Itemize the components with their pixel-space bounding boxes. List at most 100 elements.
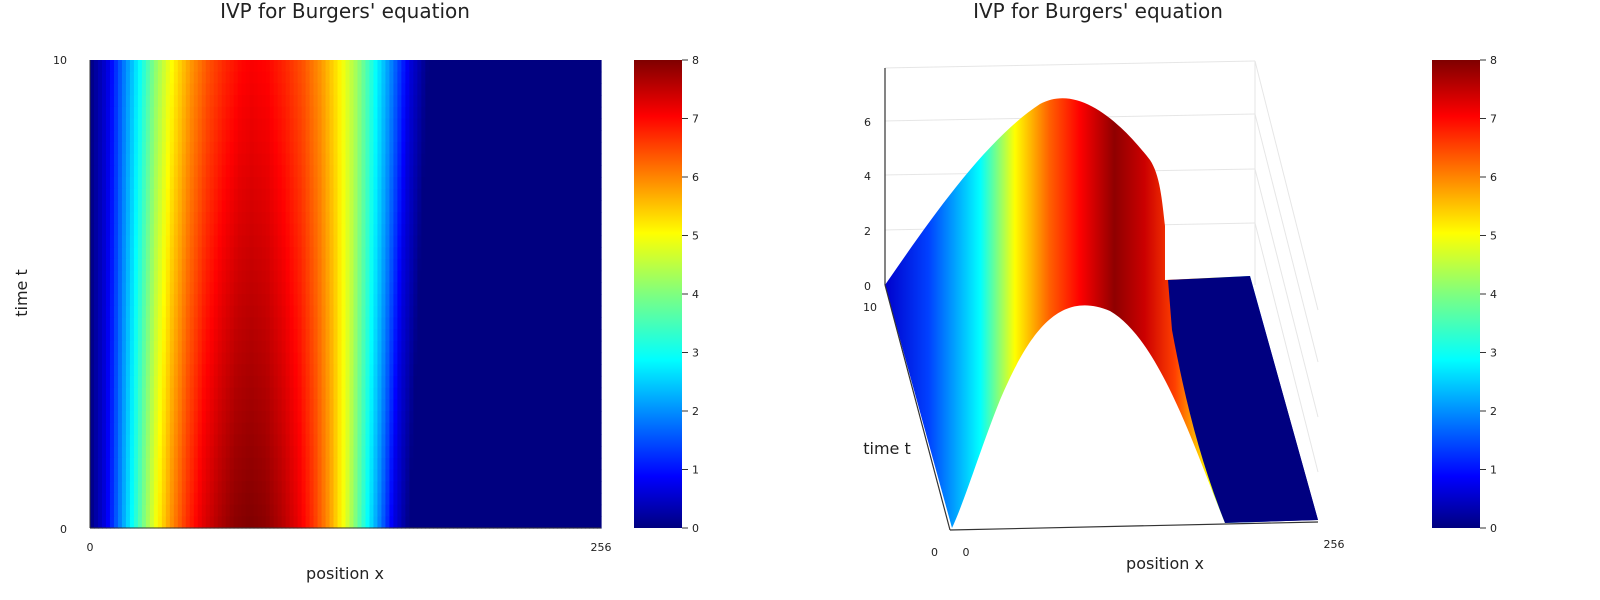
heatmap-cell: [585, 317, 590, 330]
heatmap-cell: [345, 188, 351, 201]
heatmap-cell: [561, 352, 566, 365]
heatmap-cell: [429, 305, 434, 318]
heatmap-cell: [593, 481, 598, 494]
heatmap-cell: [461, 294, 466, 307]
heatmap-cell: [597, 411, 602, 424]
heatmap-cell: [417, 71, 422, 84]
heatmap-cell: [281, 294, 287, 307]
heatmap-cell: [585, 469, 590, 482]
heatmap-cell: [90, 352, 95, 365]
heatmap-cell: [137, 352, 143, 365]
heatmap-cell: [313, 212, 319, 225]
heatmap-cell: [129, 141, 135, 155]
heatmap-cell: [541, 469, 546, 482]
heatmap-cell: [145, 165, 151, 178]
heatmap-cell: [309, 71, 315, 84]
heatmap-cell: [557, 504, 562, 517]
heatmap-cell: [281, 141, 287, 155]
heatmap-cell: [573, 141, 578, 155]
heatmap-cell: [489, 153, 494, 166]
heatmap-cell: [261, 141, 267, 155]
heatmap-cell: [357, 469, 363, 482]
heatmap-cell: [225, 457, 231, 471]
heatmap-cell: [417, 200, 422, 213]
heatmap-cell: [357, 481, 363, 494]
heatmap-cell: [597, 235, 602, 248]
heatmap-cell: [569, 106, 574, 120]
heatmap-cell: [369, 294, 375, 307]
heatmap-cell: [449, 492, 454, 506]
heatmap-cell: [285, 200, 291, 213]
heatmap-cell: [145, 411, 151, 424]
heatmap-cell: [473, 95, 478, 108]
heatmap-cell: [365, 504, 371, 517]
heatmap-cell: [509, 282, 514, 295]
heatmap-cell: [229, 352, 235, 365]
heatmap-cell: [349, 411, 355, 424]
heatmap-cell: [469, 294, 474, 307]
heatmap-cell: [385, 305, 391, 318]
heatmap-cell: [521, 200, 526, 213]
heatmap-cell: [129, 434, 135, 447]
heatmap-cell: [309, 106, 315, 120]
heatmap-cell: [433, 294, 438, 307]
heatmap-cell: [497, 422, 502, 435]
heatmap-cell: [125, 95, 131, 108]
heatmap-cell: [145, 457, 151, 471]
heatmap-cell: [537, 469, 542, 482]
heatmap-cell: [93, 95, 99, 108]
heatmap-cell: [137, 434, 143, 447]
heatmap-cell: [365, 153, 371, 166]
heatmap-cell: [461, 352, 466, 365]
heatmap-cell: [145, 317, 151, 330]
heatmap-cell: [589, 165, 594, 178]
heatmap-cell: [589, 153, 594, 166]
heatmap-cell: [237, 457, 243, 471]
heatmap-cell: [265, 422, 271, 435]
heatmap-cell: [565, 504, 570, 517]
heatmap-cell: [173, 329, 179, 342]
heatmap-cell: [161, 258, 167, 272]
heatmap-cell: [341, 235, 347, 248]
heatmap-cell: [377, 141, 383, 155]
heatmap-cell: [341, 434, 347, 447]
heatmap-cell: [181, 446, 187, 459]
heatmap-cell: [97, 492, 103, 506]
heatmap-cell: [193, 223, 199, 237]
heatmap-cell: [353, 188, 359, 201]
heatmap-cell: [177, 481, 183, 494]
heatmap-cell: [381, 399, 387, 412]
heatmap-cell: [117, 364, 123, 377]
heatmap-cell: [369, 411, 375, 424]
heatmap-cell: [493, 235, 498, 248]
heatmap-cell: [321, 95, 327, 108]
heatmap-cell: [481, 504, 486, 517]
heatmap-cell: [225, 422, 231, 435]
heatmap-cell: [553, 411, 558, 424]
heatmap-cell: [377, 352, 383, 365]
heatmap-cell: [409, 492, 414, 506]
heatmap-cell: [537, 411, 542, 424]
heatmap-cell: [193, 294, 199, 307]
heatmap-cell: [149, 153, 155, 166]
heatmap-cell: [193, 399, 199, 412]
heatmap-cell: [493, 258, 498, 272]
heatmap-cell: [545, 188, 550, 201]
heatmap-cell: [437, 95, 442, 108]
heatmap-cell: [113, 504, 119, 517]
heatmap-cell: [297, 329, 303, 342]
heatmap-cell: [441, 504, 446, 517]
heatmap-cell: [481, 165, 486, 178]
heatmap-cell: [501, 200, 506, 213]
heatmap-cell: [533, 177, 538, 190]
heatmap-cell: [421, 434, 426, 447]
heatmap-cell: [465, 340, 470, 354]
heatmap-cell: [481, 399, 486, 412]
heatmap-cell: [153, 165, 159, 178]
heatmap-cell: [201, 165, 207, 178]
heatmap-cell: [165, 200, 171, 213]
heatmap-cell: [433, 411, 438, 424]
heatmap-cell: [181, 177, 187, 190]
heatmap-cell: [405, 106, 410, 120]
heatmap-cell: [413, 481, 418, 494]
